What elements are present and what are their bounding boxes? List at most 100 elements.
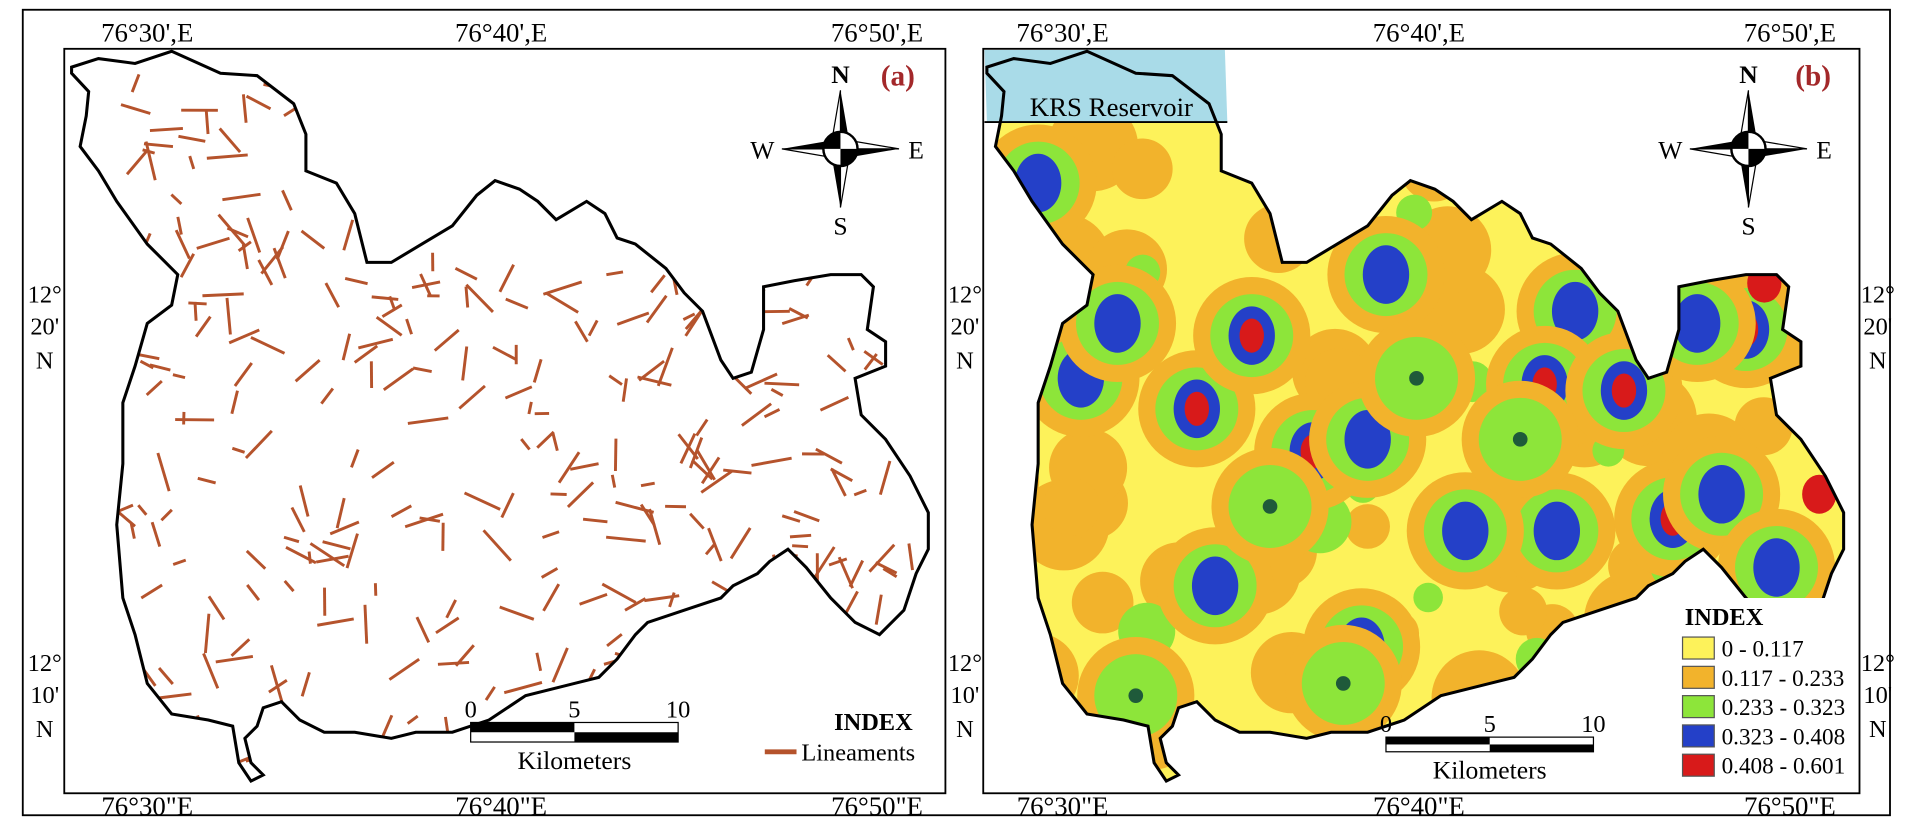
lineament <box>230 390 239 415</box>
lineament <box>281 189 293 211</box>
lineament <box>648 508 662 546</box>
lineament <box>231 446 246 454</box>
lineament <box>194 315 212 338</box>
lineament <box>139 359 154 370</box>
lon-tick-bottom: 76°50"E <box>1744 791 1836 821</box>
lon-tick-bottom: 76°50"E <box>831 791 923 821</box>
north-arrow-compass-icon: N S E W <box>1658 60 1832 240</box>
lineament <box>830 467 853 482</box>
lineament <box>700 456 721 485</box>
lineament <box>405 318 413 335</box>
lineament <box>624 597 647 612</box>
lineament <box>640 481 655 488</box>
lineament <box>532 358 543 383</box>
lineament <box>371 460 395 479</box>
legend-swatch <box>1681 665 1715 689</box>
legend-item: 0.323 - 0.408 <box>1722 724 1846 750</box>
lineament <box>206 153 248 160</box>
lineament <box>545 292 579 314</box>
lineament <box>233 362 253 387</box>
lineament <box>245 94 272 111</box>
lineament <box>540 567 559 579</box>
lat-tick: 10' <box>951 682 980 709</box>
lineament <box>140 583 163 600</box>
lineament <box>363 604 369 644</box>
lon-tick-top: 76°50',E <box>1744 17 1836 47</box>
lineament <box>179 253 195 278</box>
lineament <box>503 681 543 695</box>
lineament <box>868 543 896 573</box>
lineament <box>381 303 403 318</box>
lon-tick-top: 76°50',E <box>831 17 923 47</box>
scale-tick: 5 <box>1484 711 1496 738</box>
lineament <box>498 264 515 293</box>
lineament <box>445 599 457 619</box>
scale-bar: 0 5 10 Kilometers <box>465 697 691 775</box>
lineament <box>484 686 496 701</box>
lineament <box>188 155 196 170</box>
lineament <box>202 292 244 298</box>
lineament <box>196 236 230 250</box>
compass-letter: N <box>831 60 850 89</box>
panel-label: (b) <box>1795 60 1831 92</box>
lat-tick: 12° <box>28 282 62 309</box>
lineament <box>846 337 855 351</box>
lineament <box>415 616 431 644</box>
lineament <box>120 103 151 115</box>
lineament <box>464 286 470 308</box>
lat-tick: 12° <box>28 650 62 677</box>
lineament <box>874 561 898 575</box>
lineament <box>358 337 394 350</box>
lineament <box>764 381 800 387</box>
lineament <box>217 213 246 247</box>
lineament <box>505 297 529 310</box>
lineament <box>711 580 729 593</box>
lineament <box>613 438 618 472</box>
index-hotspot <box>1357 319 1476 437</box>
lineament <box>504 385 533 400</box>
lineament <box>520 438 531 451</box>
lineament <box>215 654 254 664</box>
lineament <box>320 387 335 405</box>
lineament <box>130 73 141 93</box>
lineament <box>241 244 249 270</box>
lat-tick: N <box>956 348 974 375</box>
lineament <box>344 277 368 286</box>
legend-swatch <box>1681 636 1715 660</box>
lineament <box>645 294 668 324</box>
lineament <box>283 579 295 593</box>
index-hotspot <box>1663 435 1781 553</box>
lineament <box>499 605 535 621</box>
scale-tick: 0 <box>1380 711 1392 738</box>
lineament <box>404 512 444 529</box>
legend-item: 0.408 - 0.601 <box>1722 754 1846 780</box>
lineament <box>433 328 460 352</box>
lineament <box>542 583 561 612</box>
lineament <box>615 500 655 514</box>
lineament <box>412 366 432 374</box>
panel-b: KRS Reservoir (b) 76°30',E 76°40',E 76°5… <box>982 17 1895 821</box>
lineament <box>582 517 608 524</box>
lineament <box>874 594 883 625</box>
lineament <box>246 217 262 253</box>
lineament <box>621 378 628 402</box>
lineament <box>225 297 232 335</box>
lineament <box>390 504 413 518</box>
lineament <box>150 521 162 548</box>
scale-tick: 0 <box>465 697 477 724</box>
lineament <box>542 280 583 296</box>
lineament <box>606 270 624 277</box>
lineament <box>695 449 716 481</box>
index-hotspot <box>1717 508 1836 627</box>
lineament <box>650 274 666 294</box>
lineament <box>638 359 665 382</box>
index-hotspot <box>1406 472 1524 590</box>
lineament <box>770 388 784 397</box>
lineament <box>550 492 567 496</box>
lineament <box>419 516 441 523</box>
lineament <box>283 535 300 544</box>
lon-tick-top: 76°30',E <box>101 17 193 47</box>
lineament <box>341 333 352 361</box>
lineament <box>601 582 637 604</box>
